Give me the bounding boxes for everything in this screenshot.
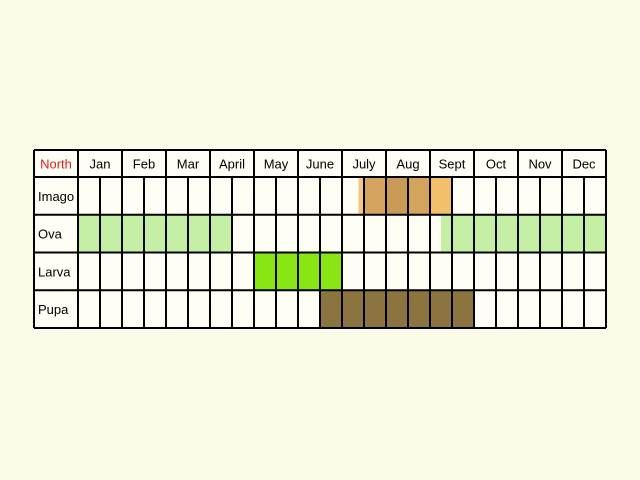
- month-label: July: [352, 157, 376, 172]
- fill-imago-2: [386, 177, 408, 215]
- month-label: June: [306, 157, 334, 172]
- month-label: April: [219, 157, 245, 172]
- fill-imago-1: [364, 177, 386, 215]
- fill-ova-1: [441, 214, 606, 253]
- month-label: Dec: [572, 157, 596, 172]
- month-label: Mar: [177, 157, 200, 172]
- fill-imago-4: [430, 177, 452, 215]
- month-label: Aug: [396, 157, 419, 172]
- row-label: Ova: [38, 227, 63, 242]
- fill-imago-3: [408, 177, 430, 215]
- fill-imago-0: [358, 177, 364, 215]
- fill-pupa-0: [320, 290, 474, 328]
- row-label: Pupa: [38, 302, 69, 317]
- month-label: Sept: [439, 157, 466, 172]
- month-label: Oct: [486, 157, 507, 172]
- month-label: Jan: [90, 157, 111, 172]
- month-label: May: [264, 157, 289, 172]
- row-label: Imago: [38, 189, 74, 204]
- month-label: Nov: [528, 157, 552, 172]
- corner-label: North: [40, 157, 72, 172]
- month-label: Feb: [133, 157, 155, 172]
- fill-ova-0: [78, 214, 232, 253]
- row-label: Larva: [38, 264, 71, 279]
